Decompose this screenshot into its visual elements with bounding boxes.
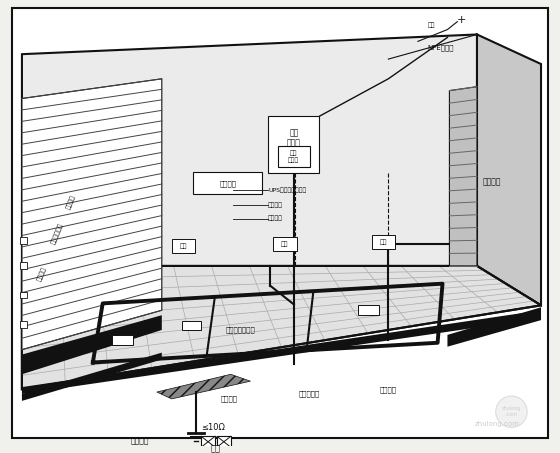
Polygon shape [450, 87, 477, 266]
Text: 等电位连接带: 等电位连接带 [51, 222, 64, 246]
Polygon shape [477, 34, 541, 305]
Text: ≤10Ω: ≤10Ω [201, 423, 225, 432]
Bar [20, 292, 27, 299]
Text: 接地铜排: 接地铜排 [66, 194, 77, 210]
Text: 电缆桥架: 电缆桥架 [268, 216, 283, 222]
Polygon shape [22, 352, 162, 401]
Text: 接地: 接地 [380, 240, 387, 245]
Bar [111, 335, 133, 345]
Bar [201, 436, 215, 447]
Bar [181, 321, 201, 330]
Bar [273, 237, 297, 251]
Text: +: + [456, 14, 466, 25]
Text: 避雷: 避雷 [428, 23, 435, 29]
Polygon shape [447, 307, 541, 347]
Polygon shape [22, 315, 162, 374]
Bar [217, 436, 231, 447]
Polygon shape [22, 79, 162, 350]
Circle shape [496, 396, 527, 428]
Polygon shape [22, 34, 477, 389]
Text: 防雷模块: 防雷模块 [220, 180, 236, 187]
Bar [358, 305, 380, 315]
Bar [172, 239, 195, 253]
Text: 接地铜排: 接地铜排 [36, 266, 47, 282]
Text: 接地: 接地 [180, 243, 187, 249]
Text: 金属板墙: 金属板墙 [483, 178, 501, 187]
Text: zhulong
.com: zhulong .com [502, 406, 521, 417]
Text: NPE母排条: NPE母排条 [428, 44, 454, 51]
Text: 电源
开关柜: 电源 开关柜 [287, 128, 301, 148]
Text: 单独接地: 单独接地 [130, 437, 149, 446]
Bar [20, 237, 27, 244]
Text: 电缆支架: 电缆支架 [268, 202, 283, 207]
Text: 防雷电缆: 防雷电缆 [380, 387, 397, 393]
Bar [20, 321, 27, 328]
Bar [20, 262, 27, 269]
Text: 通信装置: 通信装置 [220, 395, 237, 402]
Text: zhulong.com: zhulong.com [475, 420, 520, 427]
Bar [193, 173, 262, 194]
Polygon shape [22, 310, 541, 394]
Bar [372, 236, 395, 249]
Polygon shape [157, 374, 250, 399]
Text: 接地: 接地 [281, 241, 288, 247]
Bar [268, 116, 319, 173]
Polygon shape [22, 266, 541, 389]
Text: 防静电活动地板: 防静电活动地板 [226, 327, 255, 333]
Text: 地网: 地网 [211, 445, 221, 453]
Text: 等电位连接: 等电位连接 [299, 390, 320, 397]
Text: 电源
开关柜: 电源 开关柜 [288, 150, 300, 163]
Text: UPS不间断电源机柜: UPS不间断电源机柜 [268, 187, 306, 193]
Bar [278, 146, 310, 168]
